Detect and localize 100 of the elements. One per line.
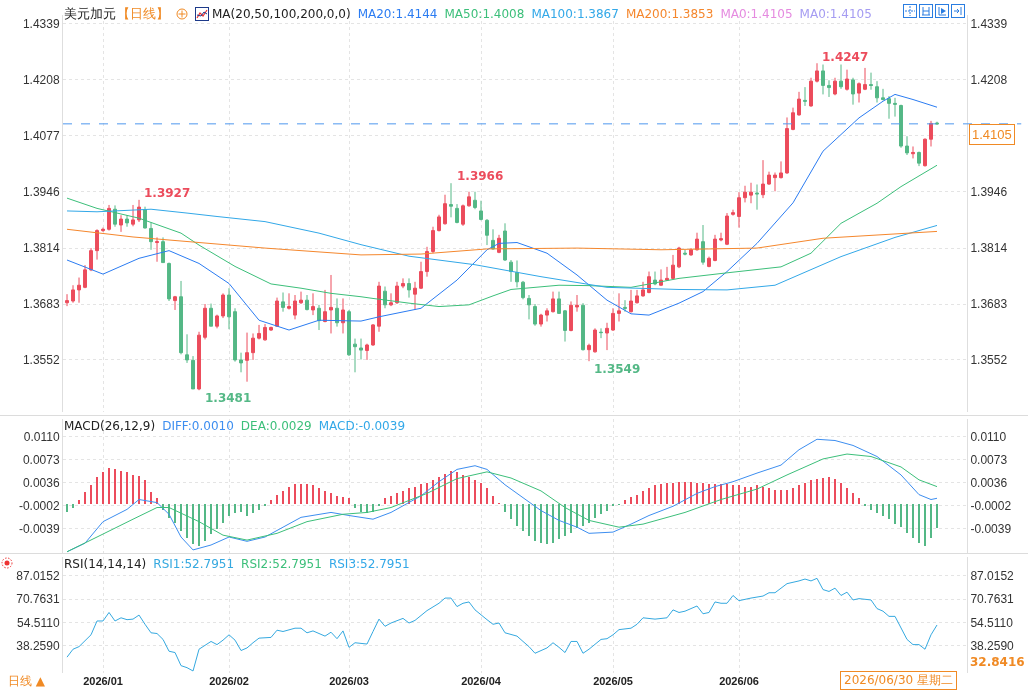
x-tick-label: 2026/06 [719, 675, 759, 687]
candlestick [905, 135, 909, 156]
y2-tick-label: 70.7631 [970, 592, 1015, 607]
candlestick [911, 145, 915, 159]
candlestick [791, 107, 795, 131]
candlestick [893, 97, 897, 118]
annotation: 1.3927 [144, 186, 191, 200]
text: MA100:1.3867 [531, 7, 619, 21]
candlestick [299, 291, 303, 304]
y-tick-label: 1.4339 [22, 17, 60, 32]
candlestick [755, 183, 759, 211]
candlestick [875, 80, 879, 104]
candlestick [89, 247, 93, 272]
candlestick [275, 297, 279, 328]
candlestick [353, 338, 357, 373]
candlestick [365, 343, 369, 361]
candlestick [845, 69, 849, 92]
y2-tick-label: -0.0002 [970, 498, 1012, 513]
y2-tick-label: -0.0039 [970, 521, 1012, 536]
candlestick [311, 292, 315, 316]
candlestick [707, 256, 711, 268]
candlestick [431, 226, 435, 254]
candlestick [887, 95, 891, 120]
x-tick-label: 2026/01 [83, 675, 123, 687]
annotation: 1.3481 [205, 391, 252, 405]
candlestick [815, 62, 819, 83]
candlestick [95, 228, 99, 261]
text: DEA:0.0029 [240, 419, 312, 433]
x-tick-label: 2026/04 [461, 675, 502, 687]
y2-tick-label: 38.2590 [970, 639, 1015, 654]
candlestick [515, 259, 519, 288]
line-series [66, 93, 938, 331]
candlestick [119, 214, 123, 233]
line-series [66, 228, 938, 256]
candlestick [281, 291, 285, 313]
candlestick [869, 72, 873, 91]
candlestick [203, 303, 207, 340]
candlestick [731, 209, 735, 217]
candlestick [527, 294, 531, 320]
y2-tick-label: 1.3552 [970, 353, 1008, 368]
candlestick [641, 281, 645, 298]
candlestick [521, 280, 525, 300]
x-tick-label: 2026/03 [329, 675, 369, 687]
annotation: RSI3:52.7951 [328, 557, 410, 571]
candlestick [623, 299, 627, 313]
candlestick [239, 352, 243, 373]
line-series [66, 164, 938, 308]
candlestick [677, 246, 681, 269]
candlestick [335, 297, 339, 328]
annotation: RSI2:52.7951 [241, 557, 322, 571]
candlestick [215, 314, 219, 329]
candlestick [221, 292, 225, 319]
candlestick [749, 182, 753, 204]
chart-subtitle: 【日线】 [117, 5, 169, 23]
candlestick [173, 295, 177, 311]
candlestick [449, 182, 453, 218]
candlestick [209, 303, 213, 327]
candlestick [809, 77, 813, 108]
candlestick [779, 160, 783, 179]
ref-line-label: 1.4105 [972, 127, 1012, 142]
y-tick-label: 87.0152 [16, 568, 60, 583]
candlestick [479, 200, 483, 221]
candlestick [245, 332, 249, 383]
y2-tick-label: 0.0036 [970, 475, 1008, 490]
candlestick [425, 246, 429, 278]
y2-tick-label: 1.3683 [970, 297, 1008, 312]
candlestick [767, 171, 771, 186]
candlestick [917, 151, 921, 167]
candlestick [131, 204, 135, 227]
y-tick-label: 1.3814 [22, 241, 60, 256]
candlestick [305, 294, 309, 311]
candlestick [617, 292, 621, 322]
y2-tick-label: 0.0073 [970, 452, 1008, 467]
candlestick [467, 191, 471, 208]
candlestick [401, 277, 405, 289]
line-series [66, 208, 938, 291]
candlestick [581, 302, 585, 352]
candlestick [509, 259, 513, 283]
candlestick [71, 284, 75, 304]
text: DIFF:0.0010 [162, 419, 234, 433]
text: MA50:1.4008 [444, 7, 525, 21]
annotation: 1.3966 [457, 169, 504, 183]
y-tick-label: 1.4077 [22, 129, 60, 144]
candlestick [101, 227, 105, 233]
candlestick [377, 281, 381, 333]
candlestick [461, 204, 465, 227]
candlestick [593, 327, 597, 354]
candlestick [293, 294, 297, 320]
annotation: MA0:1.4105 [799, 7, 872, 21]
candlestick [923, 137, 927, 168]
candlestick [719, 232, 723, 242]
candlestick [881, 88, 885, 101]
candlestick [605, 322, 609, 351]
candlestick [689, 247, 693, 257]
y-tick-label: 1.4208 [22, 73, 60, 88]
candlestick [269, 326, 273, 332]
candlestick [359, 338, 363, 360]
y-tick-label: -0.0002 [18, 498, 60, 513]
candlestick [797, 91, 801, 117]
candlestick [725, 212, 729, 246]
